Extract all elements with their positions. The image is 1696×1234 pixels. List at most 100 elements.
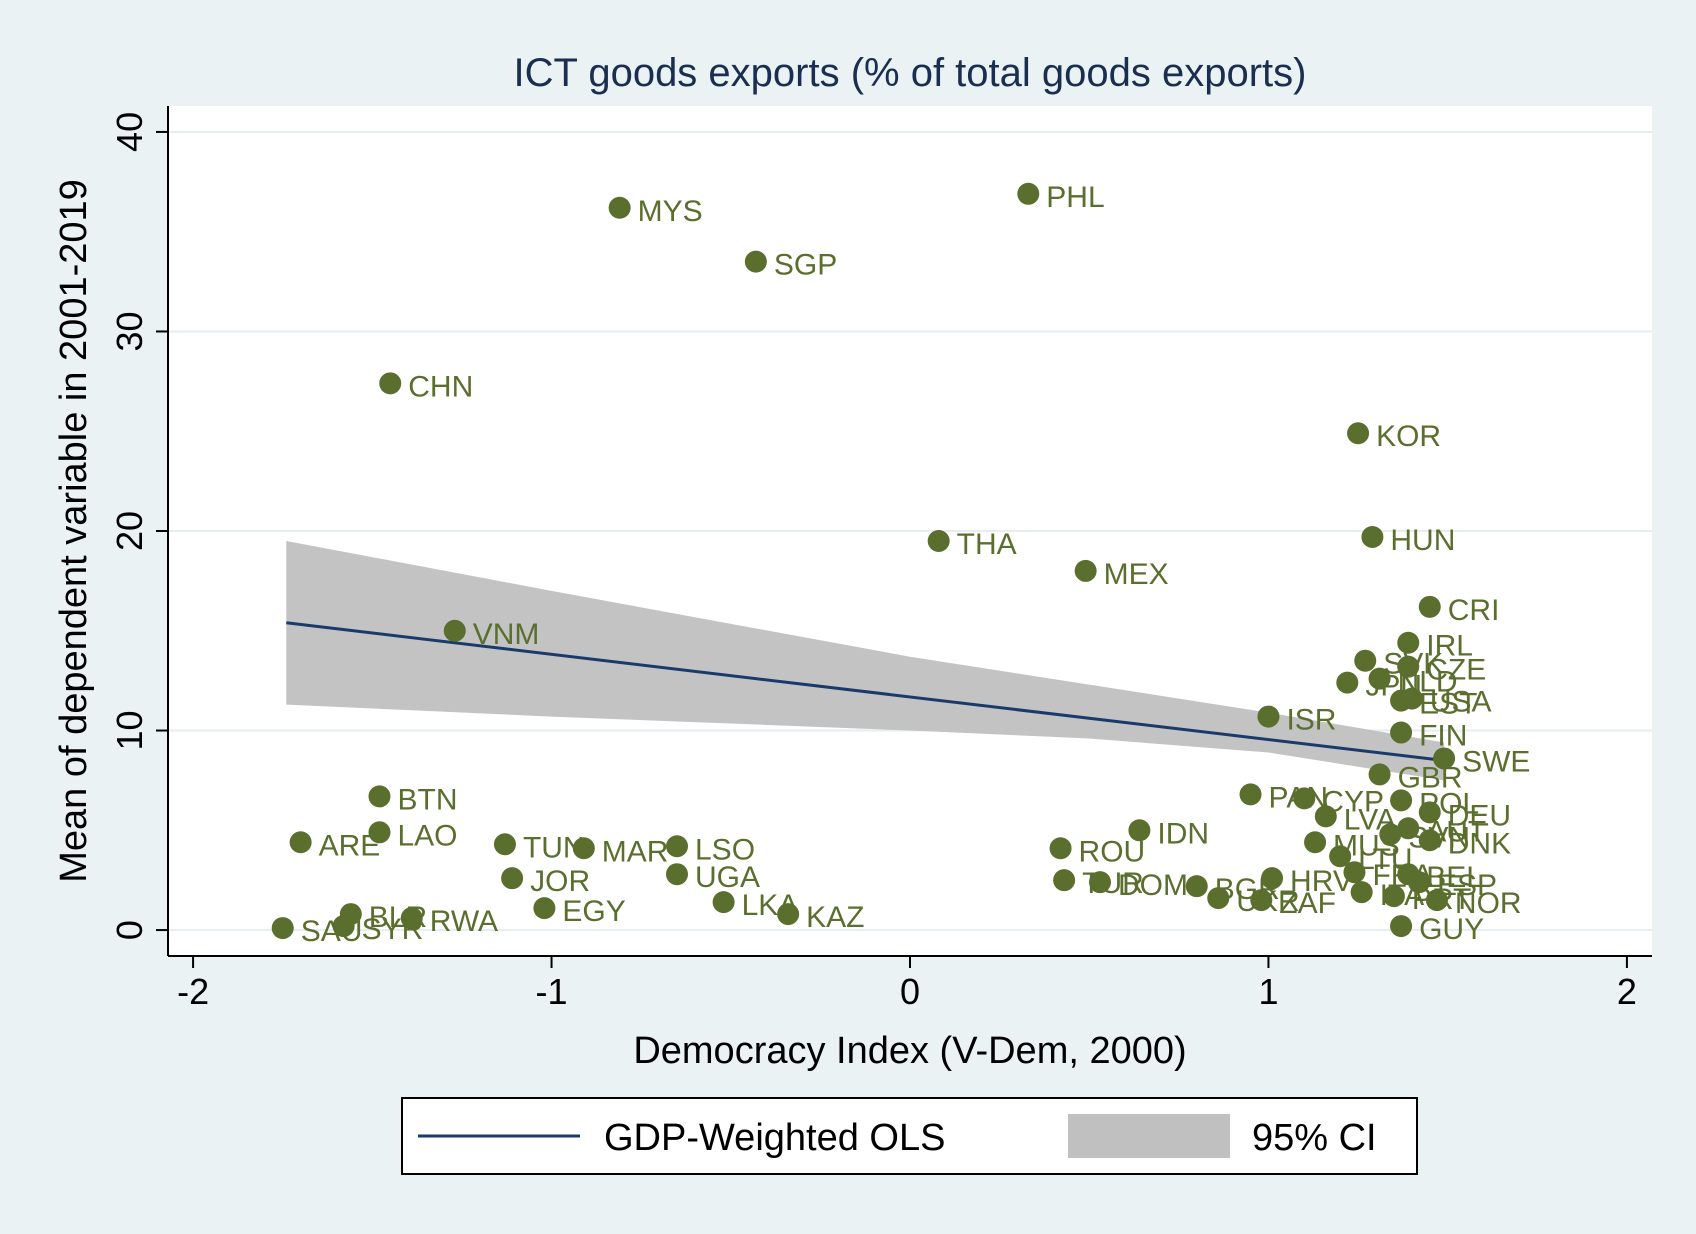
data-point — [1347, 422, 1370, 445]
point-label: PHL — [1046, 181, 1104, 214]
data-point — [1304, 831, 1327, 854]
data-point — [1329, 845, 1352, 868]
data-point — [1418, 595, 1441, 618]
point-label: DNK — [1448, 827, 1511, 860]
data-point — [1390, 789, 1413, 812]
point-label: HUN — [1390, 524, 1455, 557]
data-point — [572, 837, 595, 860]
data-point — [927, 529, 950, 552]
legend-ci-swatch — [1068, 1114, 1230, 1158]
data-point — [443, 619, 466, 642]
data-point — [379, 372, 402, 395]
point-label: EST — [1419, 688, 1477, 721]
data-point — [1382, 885, 1405, 908]
fit-line — [286, 621, 1445, 762]
x-axis-label: Democracy Index (V-Dem, 2000) — [633, 1030, 1186, 1072]
point-label: VNM — [473, 618, 540, 651]
x-tick-label: 0 — [900, 971, 920, 1012]
data-point — [1368, 763, 1391, 786]
point-label: THA — [957, 528, 1017, 561]
point-label: SGP — [774, 249, 837, 282]
point-label: SYR — [362, 913, 424, 946]
x-tick-label: -2 — [177, 971, 209, 1012]
ci-band — [286, 540, 1445, 781]
data-point — [1314, 805, 1337, 828]
data-point — [1418, 829, 1441, 852]
point-label: BTN — [397, 783, 457, 816]
data-point — [1390, 915, 1413, 938]
point-label: GUY — [1419, 913, 1484, 946]
data-point — [289, 831, 312, 854]
data-point — [368, 821, 391, 844]
point-label: BEL — [1426, 861, 1483, 894]
data-point — [1185, 875, 1208, 898]
data-point — [777, 903, 800, 926]
fit-line-layer — [286, 621, 1445, 762]
point-label: MYS — [638, 195, 703, 228]
point-label: CZE — [1426, 654, 1486, 687]
y-tick-label: 20 — [109, 511, 150, 551]
data-point — [1336, 671, 1359, 694]
data-point — [533, 897, 556, 920]
data-point — [1425, 889, 1448, 912]
data-point — [744, 250, 767, 273]
data-point — [1390, 689, 1413, 712]
data-point — [493, 833, 516, 856]
data-point — [1239, 783, 1262, 806]
data-point — [1049, 837, 1072, 860]
data-point — [712, 891, 735, 914]
ci-band-layer — [286, 540, 1445, 781]
data-point — [1017, 182, 1040, 205]
data-point — [1261, 867, 1284, 890]
data-point — [1408, 871, 1431, 894]
data-point — [666, 863, 689, 886]
point-label: JOR — [530, 865, 590, 898]
y-tick-label: 0 — [109, 920, 150, 940]
point-label: ISR — [1286, 704, 1336, 737]
data-point — [368, 785, 391, 808]
data-point — [271, 917, 294, 940]
point-label: NOR — [1455, 887, 1522, 920]
data-point — [1128, 819, 1151, 842]
point-label: FIN — [1419, 720, 1467, 753]
point-label: GBR — [1398, 761, 1463, 794]
point-label: ROU — [1079, 835, 1146, 868]
legend-label-ci: 95% CI — [1252, 1117, 1377, 1159]
x-tick-label: -1 — [536, 971, 568, 1012]
data-point — [1343, 861, 1366, 884]
point-label: CRI — [1448, 594, 1500, 627]
legend: GDP-Weighted OLS 95% CI — [401, 1097, 1418, 1175]
point-label: UGA — [695, 861, 760, 894]
points-layer: PHLMYSSGPCHNKORHUNTHAMEXCRIVNMIRLSVKCZEN… — [271, 181, 1530, 948]
data-point — [1350, 881, 1373, 904]
data-point — [1368, 667, 1391, 690]
point-label: HRV — [1290, 865, 1353, 898]
point-label: MEX — [1104, 558, 1169, 591]
data-point — [1354, 649, 1377, 672]
y-tick-label: 30 — [109, 311, 150, 351]
point-label: KOR — [1376, 420, 1441, 453]
data-point — [400, 907, 423, 930]
point-label: RWA — [430, 905, 498, 938]
point-label: IDN — [1157, 817, 1209, 850]
data-point — [1053, 869, 1076, 892]
data-point — [1397, 817, 1420, 840]
point-label: LSO — [695, 833, 755, 866]
point-label: USA — [1430, 686, 1492, 719]
data-point — [501, 867, 524, 890]
data-point — [666, 835, 689, 858]
data-point — [1074, 559, 1097, 582]
data-point — [1088, 871, 1111, 894]
point-label: KAZ — [806, 901, 864, 934]
data-point — [1390, 721, 1413, 744]
axes: 0 10 20 30 40 -2 -1 0 1 2 — [109, 106, 1652, 1012]
x-tick-label: 2 — [1617, 971, 1637, 1012]
chart-title: ICT goods exports (% of total goods expo… — [514, 51, 1307, 95]
point-label: DOM — [1118, 869, 1188, 902]
point-label: SWE — [1462, 745, 1530, 778]
point-label: CHN — [408, 370, 473, 403]
point-label: ARE — [319, 829, 381, 862]
point-label: ZAF — [1279, 887, 1336, 920]
data-point — [1293, 787, 1316, 810]
